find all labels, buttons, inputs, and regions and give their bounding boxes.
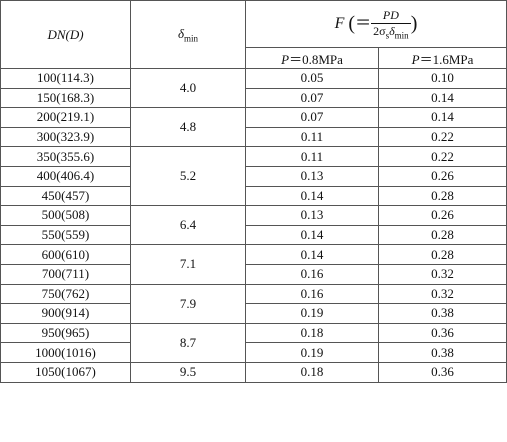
header-p2: P＝1.6MPa [378,47,507,69]
dn-cell: 350(355.6) [0,146,131,167]
f-cell: 0.16 [245,263,379,285]
f-cell: 0.36 [378,322,507,344]
f-cell: 0.07 [245,87,379,109]
dn-cell: 100(114.3) [0,68,131,89]
den-delta: δ [389,23,395,38]
f-cell: 0.11 [245,146,379,167]
table-row: 700(711) 0.16 0.32 [0,263,507,285]
f-cell: 0.07 [245,107,379,128]
header-formula: F (＝ PD 2σsδmin) [245,0,507,48]
formula-numerator: PD [371,8,411,24]
delta-cell: 7.9 [130,283,246,324]
pipe-table: DN(D) δmin F (＝ PD 2σsδmin) P＝0.8MPa P＝1.6… [0,0,507,383]
f-cell: 0.28 [378,224,507,246]
dn-cell: 750(762) [0,283,131,305]
f-cell: 0.38 [378,303,507,324]
delta-cell: 6.4 [130,205,246,246]
p-symbol: P [411,51,420,67]
dn-cell: 200(219.1) [0,107,131,128]
table-row: 900(914) 0.19 0.38 [0,303,507,324]
table-row: 350(355.6) 5.2 0.11 0.22 [0,146,507,207]
f-cell: 0.18 [245,361,379,383]
dn-cell: 400(406.4) [0,165,131,187]
f-cell: 0.14 [245,185,379,207]
table-row: 1050(1067) 9.5 0.18 0.36 [0,361,507,383]
f-cell: 0.14 [378,87,507,109]
f-cell: 0.19 [245,342,379,363]
table-row: 750(762) 7.9 0.16 0.32 [0,283,507,324]
table-row: 200(219.1) 4.8 0.07 0.14 [0,107,507,148]
table-row: 950(965) 8.7 0.18 0.36 [0,322,507,363]
table-row: 150(168.3) 0.07 0.14 [0,87,507,109]
table-row: 450(457) 0.14 0.28 [0,185,507,207]
dn-cell: 550(559) [0,224,131,246]
f-cell: 0.10 [378,68,507,89]
f-cell: 0.13 [245,205,379,226]
delta-cell: 5.2 [130,146,246,207]
dn-cell: 1000(1016) [0,342,131,363]
dn-cell: 450(457) [0,185,131,207]
table-row: 550(559) 0.14 0.28 [0,224,507,246]
header-p1: P＝0.8MPa [245,47,379,69]
f-cell: 0.11 [245,126,379,148]
f-cell: 0.13 [245,165,379,187]
dn-cell: 700(711) [0,263,131,285]
delta-symbol: δ [177,25,185,41]
f-cell: 0.38 [378,342,507,363]
den-sigma-sub: s [385,30,390,41]
f-cell: 0.28 [378,185,507,207]
f-cell: 0.22 [378,146,507,167]
header-dn: DN(D) [0,0,131,69]
f-cell: 0.14 [245,224,379,246]
formula-denominator: 2σsδmin [371,24,411,40]
table-row: 1000(1016) 0.19 0.38 [0,342,507,363]
table-row: 300(323.9) 0.11 0.22 [0,126,507,148]
formula-open: ( [348,12,356,35]
f-cell: 0.19 [245,303,379,324]
delta-sub: min [184,33,199,44]
formula-fraction: PD 2σsδmin [371,8,411,40]
delta-cell: 9.5 [130,361,246,383]
table-body: 100(114.3) 4.0 0.05 0.10 150(168.3) 0.07 0.14 2… [0,67,507,383]
p-text: ＝1.6MPa [419,51,474,67]
f-cell: 0.14 [245,244,379,265]
table-row: 100(114.3) 4.0 0.05 0.10 [0,67,507,109]
den-delta-sub: min [394,30,409,41]
delta-cell: 4.0 [130,67,246,109]
f-cell: 0.32 [378,283,507,305]
table-row: 600(610) 7.1 0.14 0.28 [0,244,507,285]
delta-cell: 7.1 [130,244,246,285]
f-cell: 0.26 [378,165,507,187]
table-row: 400(406.4) 0.13 0.26 [0,165,507,187]
p-text: ＝0.8MPa [289,51,343,67]
header-text: DN(D) [47,26,84,42]
f-cell: 0.16 [245,283,379,305]
dn-cell: 1050(1067) [0,361,131,383]
f-cell: 0.05 [245,68,379,89]
formula-eq: ＝ [355,14,372,32]
delta-cell: 8.7 [130,322,246,363]
dn-cell: 600(610) [0,244,131,265]
dn-cell: 900(914) [0,303,131,324]
dn-cell: 500(508) [0,205,131,226]
dn-cell: 950(965) [0,322,131,344]
f-cell: 0.32 [378,263,507,285]
dn-cell: 300(323.9) [0,126,131,148]
table-row: 500(508) 6.4 0.13 0.26 [0,205,507,246]
f-cell: 0.26 [378,205,507,226]
den-coef: 2σ [373,23,386,38]
f-cell: 0.18 [245,322,379,344]
f-cell: 0.14 [378,107,507,128]
formula-close: ) [410,12,418,35]
p-symbol: P [281,51,290,67]
formula-lhs: F [334,14,345,32]
header-delta: δmin [130,0,246,69]
dn-cell: 150(168.3) [0,87,131,109]
f-cell: 0.28 [378,244,507,265]
f-cell: 0.36 [378,361,507,383]
delta-cell: 4.8 [130,107,246,148]
f-cell: 0.22 [378,126,507,148]
